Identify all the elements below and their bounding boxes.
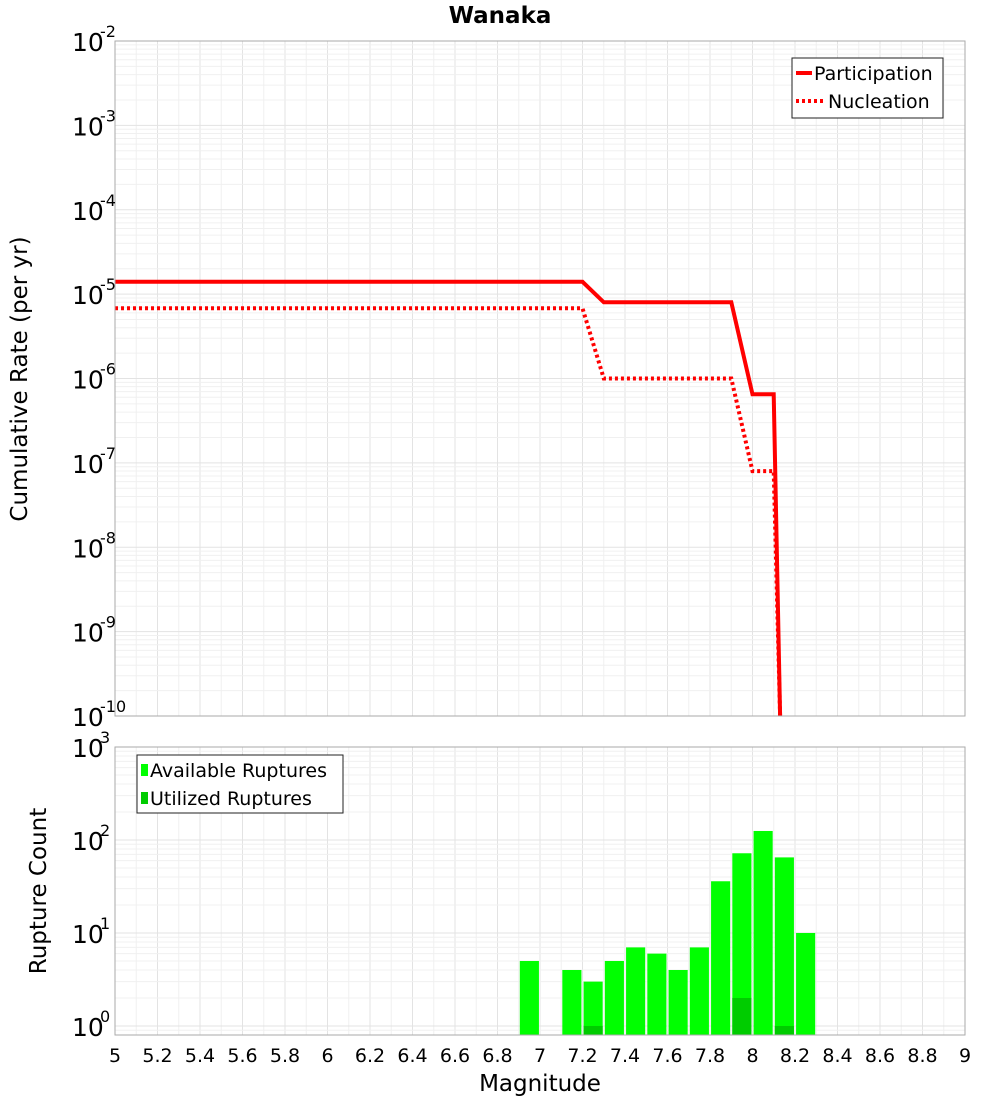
bottom-y-tick-exponent: 1 xyxy=(100,914,110,933)
x-tick-label: 8.4 xyxy=(822,1045,852,1067)
participation-legend-label: Participation xyxy=(814,63,933,85)
bottom-y-tick-exponent: 3 xyxy=(100,728,110,747)
participation-rate-line xyxy=(115,279,783,717)
top-y-tick-exponent: -7 xyxy=(100,444,116,463)
x-tick-labels: 5 5.2 5.4 5.6 5.8 6 6.2 6.4 6.6 6.8 7 7.2 7.4 7.6 7.8 8… xyxy=(109,1045,971,1067)
available-rupture-bar xyxy=(668,969,688,1035)
utilized-ruptures-legend-swatch xyxy=(141,792,148,804)
x-axis-title: Magnitude xyxy=(479,1071,601,1097)
available-rupture-bar xyxy=(583,981,603,1035)
available-rupture-bar xyxy=(689,947,709,1035)
top-y-axis-title: Cumulative Rate (per yr) xyxy=(7,236,33,521)
x-tick-label: 8.8 xyxy=(907,1045,937,1067)
available-rupture-bar xyxy=(711,881,731,1035)
top-y-tick-base: 10 xyxy=(72,619,104,648)
x-tick-label: 6 xyxy=(321,1045,333,1067)
available-rupture-bar xyxy=(604,960,624,1035)
available-ruptures-legend-swatch xyxy=(141,764,148,776)
available-rupture-bars xyxy=(519,830,816,1035)
top-y-tick-base: 10 xyxy=(72,703,104,732)
bottom-y-tick-base: 10 xyxy=(72,827,104,856)
top-y-tick-labels: 10-210-310-410-510-610-710-810-910-10 xyxy=(72,22,126,732)
rate-legend: Participation Nucleation xyxy=(791,57,944,119)
available-rupture-bar xyxy=(647,953,667,1035)
utilized-rupture-bars xyxy=(583,997,794,1035)
top-y-tick-base: 10 xyxy=(72,534,104,563)
x-tick-label: 7.6 xyxy=(652,1045,682,1067)
utilized-rupture-bar xyxy=(732,997,752,1035)
top-y-tick-exponent: -5 xyxy=(100,275,116,294)
top-y-tick-exponent: -9 xyxy=(100,613,116,632)
bottom-y-tick-base: 10 xyxy=(72,734,104,763)
available-rupture-bar xyxy=(774,857,794,1035)
x-tick-label: 8.2 xyxy=(780,1045,810,1067)
utilized-rupture-bar xyxy=(774,1025,794,1035)
top-y-tick-exponent: -6 xyxy=(100,360,116,379)
bottom-y-tick-base: 10 xyxy=(72,920,104,949)
cumulative-rate-panel: 10-210-310-410-510-610-710-810-910-10 Cu… xyxy=(7,22,966,732)
x-tick-label: 7.2 xyxy=(567,1045,597,1067)
available-rupture-bar xyxy=(753,830,773,1035)
x-tick-label: 5.4 xyxy=(185,1045,215,1067)
available-rupture-bar xyxy=(626,947,646,1035)
rate-legend-box xyxy=(791,57,944,119)
x-tick-label: 8 xyxy=(746,1045,758,1067)
x-tick-label: 5.2 xyxy=(142,1045,172,1067)
available-rupture-bar xyxy=(796,932,816,1035)
utilized-rupture-bar xyxy=(583,1025,603,1035)
top-y-tick-exponent: -3 xyxy=(100,106,116,125)
top-y-tick-exponent: -10 xyxy=(100,697,126,716)
x-tick-label: 9 xyxy=(959,1045,971,1067)
top-y-tick-base: 10 xyxy=(72,281,104,310)
available-ruptures-legend-label: Available Ruptures xyxy=(150,760,327,782)
x-tick-label: 7 xyxy=(534,1045,546,1067)
top-y-tick-exponent: -2 xyxy=(100,22,116,41)
top-y-tick-base: 10 xyxy=(72,450,104,479)
top-y-tick-base: 10 xyxy=(72,28,104,57)
nucleation-rate-line xyxy=(115,306,783,717)
x-tick-label: 5 xyxy=(109,1045,121,1067)
x-tick-label: 6.4 xyxy=(397,1045,427,1067)
rupture-legend-box xyxy=(136,754,344,814)
top-gridlines xyxy=(114,41,966,717)
bottom-y-tick-exponent: 0 xyxy=(100,1007,110,1026)
available-rupture-bar xyxy=(732,853,752,1035)
x-tick-label: 7.8 xyxy=(695,1045,725,1067)
top-y-tick-exponent: -8 xyxy=(100,528,116,547)
bottom-y-tick-exponent: 2 xyxy=(100,821,110,840)
x-tick-label: 8.6 xyxy=(865,1045,895,1067)
x-tick-label: 5.8 xyxy=(270,1045,300,1067)
bottom-plot-frame xyxy=(114,746,966,1036)
top-plot-frame xyxy=(114,40,966,717)
top-y-tick-exponent: -4 xyxy=(100,191,116,210)
top-y-tick-base: 10 xyxy=(72,366,104,395)
x-tick-label: 6.8 xyxy=(482,1045,512,1067)
utilized-ruptures-legend-label: Utilized Ruptures xyxy=(150,788,312,810)
available-rupture-bar xyxy=(519,960,539,1035)
x-tick-label: 5.6 xyxy=(227,1045,257,1067)
available-rupture-bar xyxy=(562,969,582,1035)
x-tick-label: 6.2 xyxy=(355,1045,385,1067)
rate-series-lines xyxy=(115,279,783,717)
nucleation-legend-label: Nucleation xyxy=(828,91,930,113)
top-y-tick-base: 10 xyxy=(72,197,104,226)
top-y-tick-base: 10 xyxy=(72,112,104,141)
x-tick-label: 7.4 xyxy=(610,1045,640,1067)
bottom-y-tick-base: 10 xyxy=(72,1013,104,1042)
bottom-y-axis-title: Rupture Count xyxy=(26,808,52,974)
rupture-legend: Available Ruptures Utilized Ruptures xyxy=(136,754,344,814)
x-tick-label: 6.6 xyxy=(440,1045,470,1067)
chart-title: Wanaka xyxy=(449,3,552,29)
